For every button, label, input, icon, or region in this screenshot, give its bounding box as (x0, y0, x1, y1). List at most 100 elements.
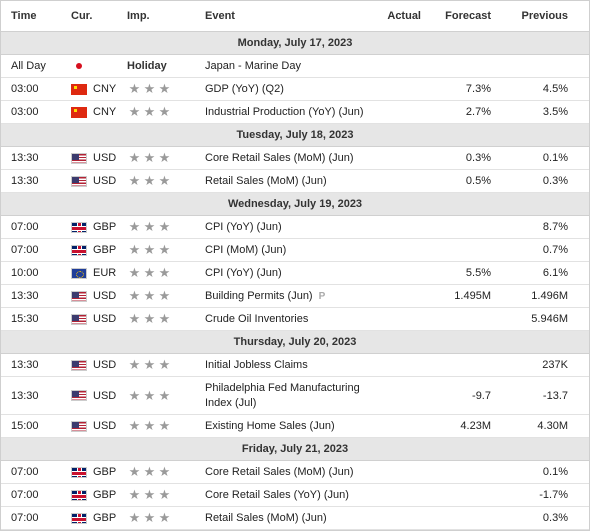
event-name[interactable]: Core Retail Sales (MoM) (Jun) (198, 151, 370, 166)
event-title[interactable]: Core Retail Sales (YoY) (Jun) (205, 488, 349, 501)
event-title[interactable]: Philadelphia Fed Manufacturing Index (Ju… (205, 381, 360, 409)
event-title[interactable]: Industrial Production (YoY) (Jun) (205, 105, 364, 118)
currency-code: GBP (93, 489, 117, 501)
event-previous: 5.946M (531, 313, 568, 325)
event-title[interactable]: Retail Sales (MoM) (Jun) (205, 511, 327, 524)
event-name[interactable]: Core Retail Sales (YoY) (Jun) (198, 488, 370, 503)
event-title[interactable]: CPI (MoM) (Jun) (205, 243, 287, 256)
event-name[interactable]: Initial Jobless Claims (198, 358, 370, 373)
event-importance: ★ ★ ★ (117, 311, 198, 327)
event-title[interactable]: Japan - Marine Day (205, 59, 301, 72)
event-title[interactable]: Building Permits (Jun) (205, 289, 313, 302)
cn-flag-icon (71, 83, 87, 95)
event-importance: ★ ★ ★ (117, 487, 198, 503)
event-importance: ★ ★ ★ (117, 418, 198, 434)
event-title[interactable]: Initial Jobless Claims (205, 358, 308, 371)
event-row[interactable]: 13:30 USD ★ ★ ★ Philadelphia Fed Manufacturin… (1, 377, 589, 415)
event-name[interactable]: Retail Sales (MoM) (Jun) (198, 174, 370, 189)
event-importance: ★ ★ ★ (117, 219, 198, 235)
event-title[interactable]: Existing Home Sales (Jun) (205, 419, 335, 432)
us-flag-icon (71, 390, 87, 401)
event-row[interactable]: 07:00 GBP ★ ★ ★ Core Retail Sales (MoM) (Jun)… (1, 461, 589, 484)
event-row[interactable]: All Day Holiday Japan - Marine Day (1, 55, 589, 78)
event-importance: ★ ★ ★ (117, 464, 198, 480)
gb-flag-icon (71, 466, 87, 478)
event-row[interactable]: 10:00 EUR ★ ★ ★ CPI (YoY) (Jun) 5.5% 6.1% (1, 262, 589, 285)
event-row[interactable]: 15:30 USD ★ ★ ★ Crude Oil Inventories 5.946M (1, 308, 589, 331)
event-name[interactable]: CPI (YoY) (Jun) (198, 266, 370, 281)
event-currency: USD (59, 290, 117, 302)
event-title[interactable]: CPI (YoY) (Jun) (205, 266, 282, 279)
header-time[interactable]: Time (11, 10, 37, 22)
event-previous: 0.7% (542, 244, 568, 256)
flag-dot (76, 63, 82, 69)
currency-code: USD (93, 389, 117, 402)
event-previous: 0.1% (542, 466, 568, 478)
star-icon: ★ (128, 464, 141, 479)
event-name[interactable]: Philadelphia Fed Manufacturing Index (Ju… (198, 381, 370, 411)
event-name[interactable]: Industrial Production (YoY) (Jun) (198, 105, 370, 120)
event-name[interactable]: Core Retail Sales (MoM) (Jun) (198, 465, 370, 480)
event-name[interactable]: Japan - Marine Day (198, 59, 370, 74)
event-row[interactable]: 07:00 GBP ★ ★ ★ CPI (YoY) (Jun) 8.7% (1, 216, 589, 239)
event-previous: 0.3% (542, 175, 568, 187)
event-row[interactable]: 03:00 CNY ★ ★ ★ GDP (YoY) (Q2) 7.3% 4.5% (1, 78, 589, 101)
event-name[interactable]: CPI (YoY) (Jun) (198, 220, 370, 235)
event-previous: 8.7% (542, 221, 568, 233)
star-icon: ★ (143, 387, 156, 403)
event-previous: -13.7 (542, 389, 568, 402)
star-icon: ★ (128, 387, 141, 403)
star-icon: ★ (128, 150, 141, 165)
event-time: 07:00 (11, 512, 39, 524)
header-importance[interactable]: Imp. (127, 10, 150, 22)
event-row[interactable]: 13:30 USD ★ ★ ★ Core Retail Sales (MoM) (Jun)… (1, 147, 589, 170)
star-icon: ★ (158, 510, 171, 525)
event-time: 07:00 (11, 489, 39, 501)
event-title[interactable]: Retail Sales (MoM) (Jun) (205, 174, 327, 187)
event-row[interactable]: 13:30 USD ★ ★ ★ Retail Sales (MoM) (Jun) 0.5% 0… (1, 170, 589, 193)
event-title[interactable]: CPI (YoY) (Jun) (205, 220, 282, 233)
event-importance: ★ ★ ★ (117, 388, 198, 404)
event-row[interactable]: 15:00 USD ★ ★ ★ Existing Home Sales (Jun) 4.23… (1, 415, 589, 438)
event-title[interactable]: Crude Oil Inventories (205, 312, 309, 325)
header-event[interactable]: Event (205, 9, 235, 22)
calendar-header: Time Cur. Imp. Event Actual Forecast Pre… (1, 1, 589, 32)
event-row[interactable]: 07:00 GBP ★ ★ ★ Core Retail Sales (YoY) (Jun)… (1, 484, 589, 507)
event-row[interactable]: 13:30 USD ★ ★ ★ Initial Jobless Claims 237K (1, 354, 589, 377)
star-icon: ★ (128, 219, 141, 234)
event-row[interactable]: 03:00 CNY ★ ★ ★ Industrial Production (YoY) (… (1, 101, 589, 124)
event-title[interactable]: Core Retail Sales (MoM) (Jun) (205, 151, 354, 164)
header-actual[interactable]: Actual (387, 10, 421, 22)
event-name[interactable]: GDP (YoY) (Q2) (198, 82, 370, 97)
event-title[interactable]: Core Retail Sales (MoM) (Jun) (205, 465, 354, 478)
star-icon: ★ (158, 387, 171, 403)
event-time: 15:00 (11, 420, 39, 432)
event-name[interactable]: Crude Oil Inventories (198, 312, 370, 327)
event-name[interactable]: CPI (MoM) (Jun) (198, 243, 370, 258)
star-icon: ★ (158, 104, 171, 119)
star-icon: ★ (158, 288, 171, 303)
event-row[interactable]: 13:30 USD ★ ★ ★ Building Permits (Jun) P 1.495M… (1, 285, 589, 308)
event-forecast: 7.3% (465, 83, 491, 95)
event-name[interactable]: Retail Sales (MoM) (Jun) (198, 511, 370, 526)
header-forecast[interactable]: Forecast (445, 10, 491, 22)
currency-code: GBP (93, 244, 117, 256)
event-name[interactable]: Building Permits (Jun) P (198, 289, 370, 304)
star-icon: ★ (128, 173, 141, 188)
header-currency[interactable]: Cur. (71, 10, 93, 22)
star-icon: ★ (143, 81, 156, 96)
event-importance: ★ ★ ★ (117, 104, 198, 120)
star-icon: ★ (128, 357, 141, 372)
gb-flag-icon (71, 221, 87, 233)
event-time: 07:00 (11, 466, 39, 478)
event-row[interactable]: 07:00 GBP ★ ★ ★ Retail Sales (MoM) (Jun) 0.3% (1, 507, 589, 530)
event-currency: USD (59, 390, 117, 402)
header-previous[interactable]: Previous (521, 10, 568, 22)
star-icon: ★ (128, 311, 141, 326)
event-time: 15:30 (11, 313, 39, 325)
event-row[interactable]: 07:00 GBP ★ ★ ★ CPI (MoM) (Jun) 0.7% (1, 239, 589, 262)
event-title[interactable]: GDP (YoY) (Q2) (205, 82, 284, 95)
star-icon: ★ (158, 487, 171, 502)
event-name[interactable]: Existing Home Sales (Jun) (198, 419, 370, 434)
event-time: 07:00 (11, 221, 39, 233)
